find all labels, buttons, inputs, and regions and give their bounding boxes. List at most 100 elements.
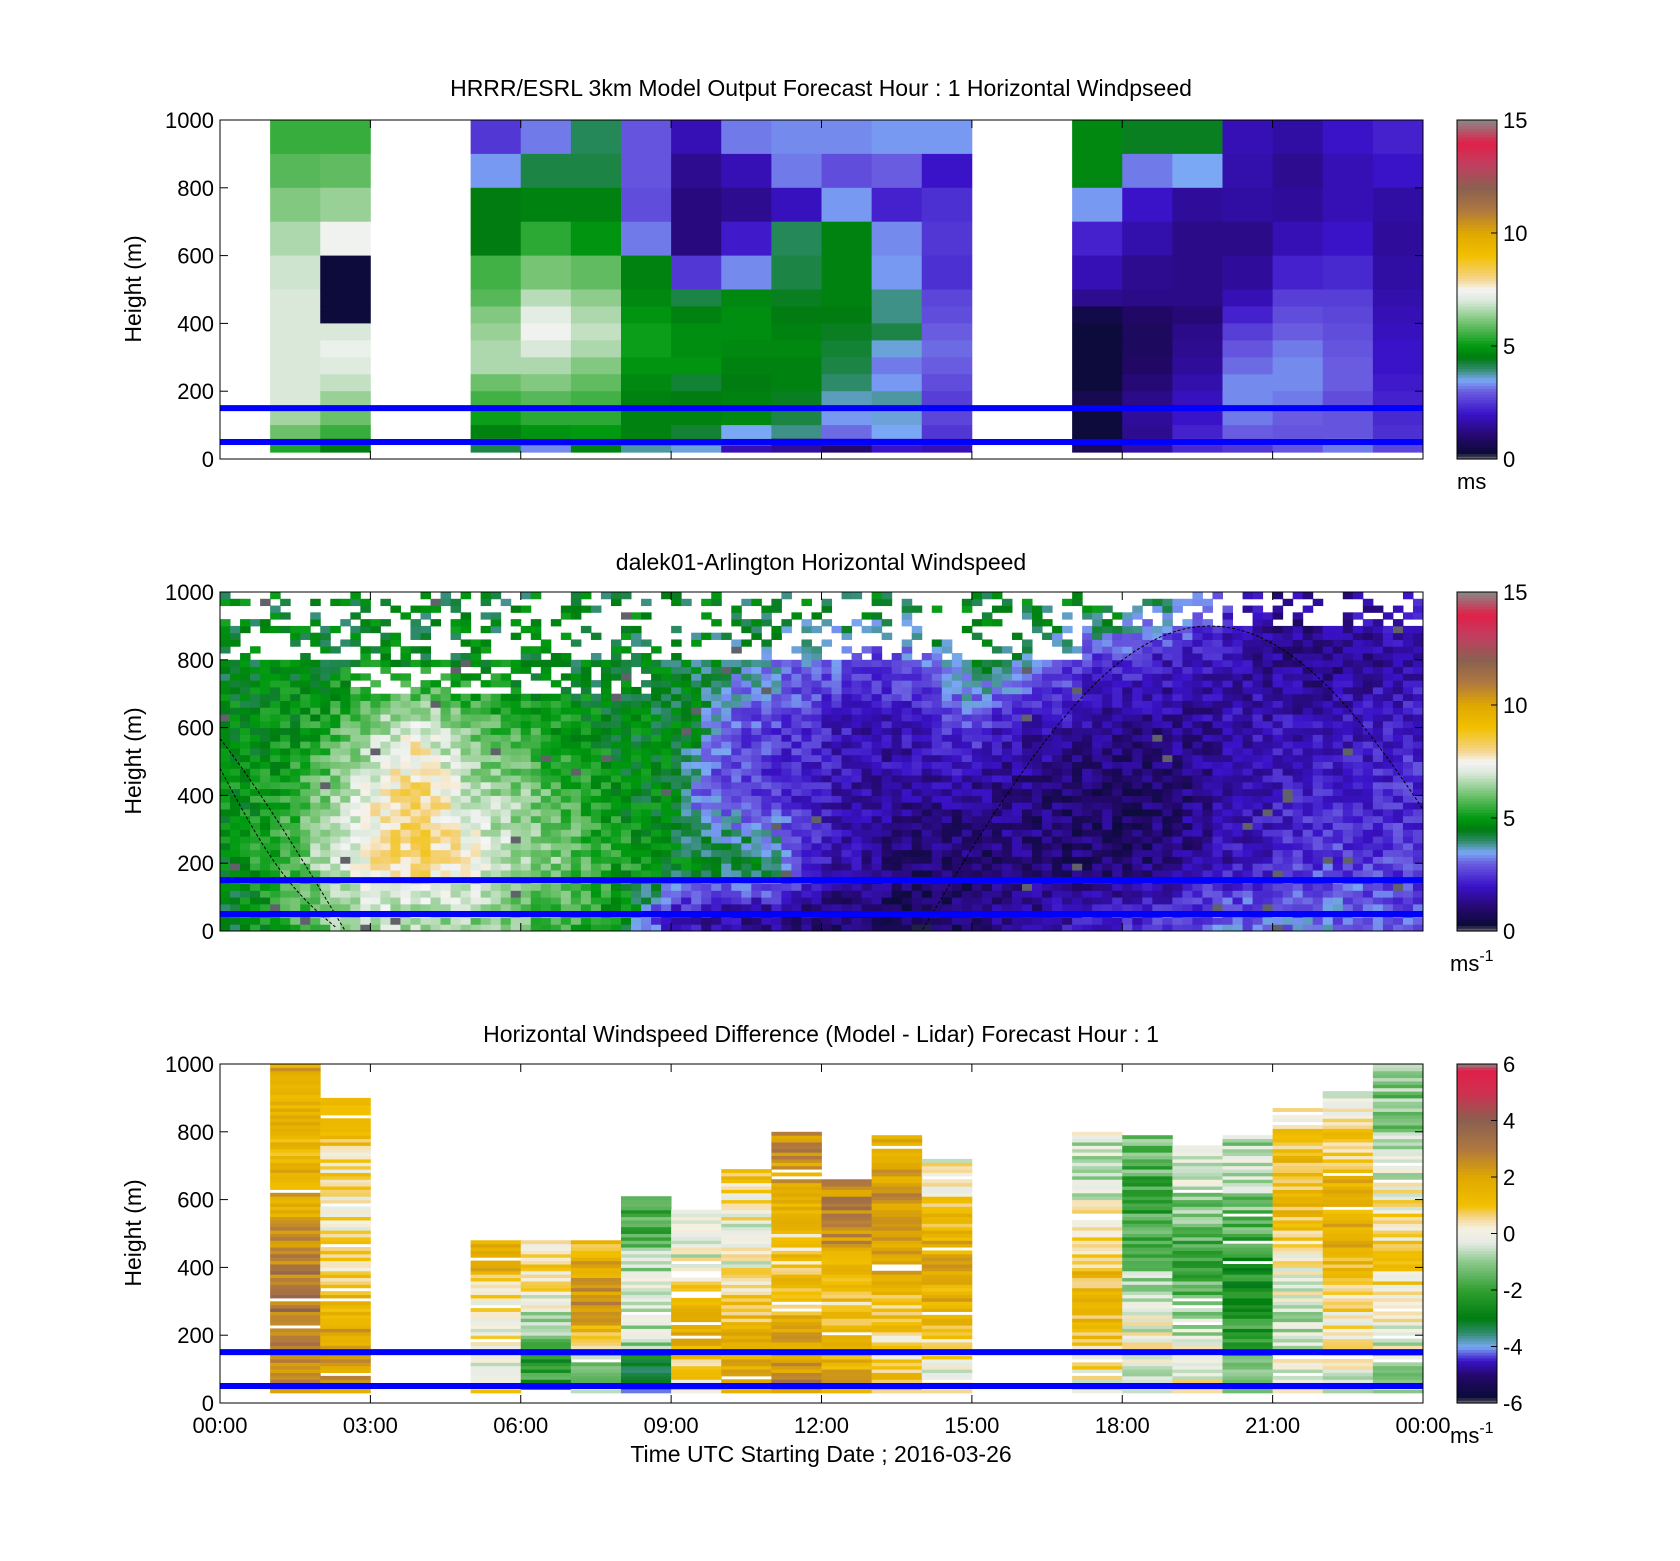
heatmap-cell (500, 822, 512, 830)
heatmap-cell (821, 863, 833, 871)
heatmap-cell (300, 734, 311, 742)
heatmap-cell (1322, 120, 1374, 155)
heatmap-cell (570, 863, 582, 871)
heatmap-cell (380, 897, 391, 905)
heatmap-cell (921, 903, 933, 912)
heatmap-cell (961, 890, 973, 898)
heatmap-cell (921, 666, 933, 674)
heatmap-cell (1242, 680, 1254, 688)
heatmap-cell (550, 815, 562, 824)
heatmap-cell (1032, 795, 1043, 803)
heatmap-cell (701, 632, 712, 640)
heatmap-cell (300, 924, 311, 931)
colorbar-swatch (1457, 329, 1497, 333)
heatmap-cell (691, 720, 702, 729)
heatmap-cell (580, 673, 592, 681)
heatmap-cell (520, 374, 572, 392)
heatmap-cell (1232, 829, 1244, 837)
heatmap-cell (681, 883, 692, 891)
heatmap-cell (1001, 768, 1013, 776)
heatmap-cell (220, 639, 231, 647)
heatmap-cell (240, 686, 251, 695)
heatmap-cell (280, 903, 291, 912)
heatmap-cell (931, 802, 943, 810)
heatmap-cell (400, 741, 411, 749)
heatmap-cell (1022, 700, 1033, 708)
heatmap-cell (580, 863, 592, 871)
heatmap-cell (631, 836, 642, 844)
heatmap-cell (550, 700, 562, 708)
heatmap-cell (1232, 754, 1244, 762)
heatmap-cell (600, 917, 612, 925)
heatmap-cell (651, 836, 662, 844)
heatmap-cell (250, 720, 261, 729)
heatmap-cell (460, 903, 472, 912)
heatmap-cell (641, 598, 652, 607)
heatmap-cell (380, 646, 391, 654)
heatmap-cell (981, 619, 993, 627)
heatmap-cell (340, 836, 351, 844)
heatmap-cell (1172, 374, 1223, 392)
heatmap-cell (290, 822, 301, 830)
heatmap-cell (831, 890, 843, 898)
heatmap-cell (821, 707, 833, 715)
heatmap-cell (1001, 802, 1013, 810)
heatmap-cell (600, 775, 612, 783)
heatmap-cell (641, 883, 652, 891)
heatmap-cell (510, 890, 522, 898)
heatmap-cell (1052, 741, 1063, 749)
heatmap-cell (841, 788, 853, 796)
heatmap-cell (621, 306, 672, 324)
heatmap-cell (580, 849, 592, 857)
heatmap-cell (751, 829, 762, 837)
heatmap-cell (590, 822, 602, 830)
heatmap-cell (791, 707, 802, 715)
heatmap-cell (280, 612, 291, 620)
heatmap-cell (1232, 842, 1244, 851)
heatmap-cell (641, 639, 652, 647)
heatmap-cell (1242, 727, 1254, 735)
heatmap-cell (410, 863, 421, 871)
heatmap-cell (911, 808, 923, 817)
heatmap-cell (440, 775, 452, 783)
heatmap-cell (1232, 646, 1244, 654)
heatmap-cell (1152, 598, 1163, 607)
heatmap-cell (510, 788, 522, 796)
heatmap-cell (1122, 761, 1133, 769)
heatmap-cell (300, 890, 311, 898)
heatmap-cell (510, 856, 522, 864)
heatmap-cell (390, 632, 401, 640)
heatmap-cell (510, 768, 522, 776)
heatmap-cell (761, 836, 772, 844)
heatmap-cell (731, 917, 742, 925)
heatmap-cell (1322, 323, 1374, 341)
heatmap-cell (360, 761, 371, 769)
heatmap-cell (490, 741, 502, 749)
heatmap-cell (340, 700, 351, 708)
heatmap-cell (631, 734, 642, 742)
heatmap-cell (1052, 849, 1063, 857)
heatmap-cell (240, 808, 251, 817)
heatmap-cell (1222, 632, 1234, 640)
heatmap-cell (1092, 795, 1103, 803)
heatmap-cell (1222, 255, 1274, 290)
heatmap-cell (901, 761, 913, 769)
heatmap-cell (520, 822, 532, 830)
heatmap-cell (721, 445, 772, 453)
heatmap-cell (1072, 734, 1083, 742)
heatmap-cell (1242, 741, 1254, 749)
heatmap-cell (410, 693, 421, 701)
heatmap-cell (901, 775, 913, 783)
heatmap-cell (1052, 720, 1063, 729)
heatmap-cell (510, 883, 522, 891)
heatmap-cell (1022, 836, 1033, 844)
heatmap-cell (530, 883, 542, 891)
heatmap-cell (781, 842, 792, 851)
heatmap-cell (831, 815, 843, 824)
heatmap-cell (881, 842, 893, 851)
heatmap-cell (1222, 890, 1234, 898)
heatmap-cell (270, 822, 281, 830)
heatmap-cell (580, 680, 592, 688)
heatmap-cell (1062, 924, 1073, 931)
heatmap-cell (1052, 924, 1063, 931)
